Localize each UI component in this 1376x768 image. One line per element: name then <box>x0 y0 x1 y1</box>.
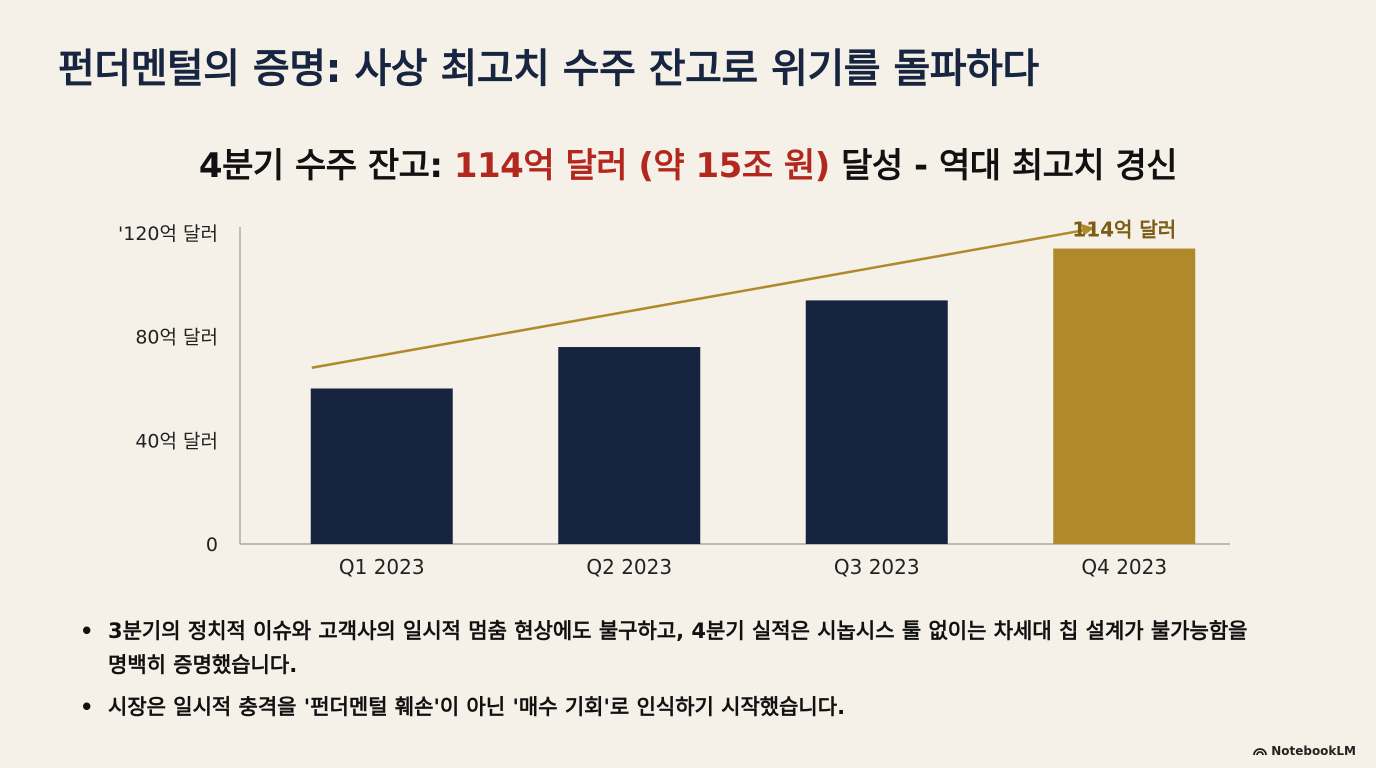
page-title: 펀더멘털의 증명: 사상 최고치 수주 잔고로 위기를 돌파하다 <box>58 46 1039 92</box>
notebooklm-watermark: NotebookLM <box>1253 744 1356 758</box>
backlog-bar-chart: 0 40억 달러 80억 달러 '120억 달러 Q1 2023 Q2 2023 Q3 20… <box>118 218 1230 579</box>
x-tick-label: Q4 2023 <box>1081 555 1167 579</box>
bullet-item: • 3분기의 정치적 이슈와 고객사의 일시적 멈춤 현상에도 불구하고, 4분기… <box>80 614 1260 682</box>
bullet-dot: • <box>80 695 94 719</box>
headline-prefix: 4분기 수주 잔고: <box>198 146 454 186</box>
bullet-text: 시장은 일시적 충격을 '펀더멘털 훼손'이 아닌 '매수 기회'로 인식하기 … <box>108 695 846 719</box>
headline-highlight: 114억 달러 (약 15조 원) <box>453 146 830 186</box>
bullet-list: • 3분기의 정치적 이슈와 고객사의 일시적 멈춤 현상에도 불구하고, 4분기… <box>80 614 1260 732</box>
bar-q4-2023 <box>1053 248 1196 545</box>
bar-q3-2023 <box>805 300 948 544</box>
y-tick-label: 40억 달러 <box>135 430 218 452</box>
watermark-label: NotebookLM <box>1271 744 1356 758</box>
bullet-dot: • <box>80 619 94 643</box>
trend-line <box>311 228 1087 369</box>
notebooklm-logo-icon <box>1253 748 1268 756</box>
bar-q1-2023 <box>310 388 453 544</box>
y-tick-label: 80억 달러 <box>135 327 218 349</box>
bullet-text: 3분기의 정치적 이슈와 고객사의 일시적 멈춤 현상에도 불구하고, 4분기 … <box>108 619 1248 677</box>
y-tick-label: '120억 달러 <box>118 223 218 245</box>
q4-value-annotation: 114억 달러 <box>1072 218 1176 242</box>
trend-arrowhead-icon <box>1081 224 1095 236</box>
x-tick-label: Q3 2023 <box>834 555 920 579</box>
bullet-item: • 시장은 일시적 충격을 '펀더멘털 훼손'이 아닌 '매수 기회'로 인식하기… <box>80 690 1260 724</box>
headline-suffix: 달성 - 역대 최고치 경신 <box>829 146 1178 186</box>
x-tick-label: Q1 2023 <box>339 555 425 579</box>
x-tick-label: Q2 2023 <box>586 555 672 579</box>
y-tick-label: 0 <box>206 534 218 556</box>
bar-q2-2023 <box>558 347 701 544</box>
chart-headline: 4분기 수주 잔고: 114억 달러 (약 15조 원) 달성 - 역대 최고치… <box>0 138 1376 187</box>
